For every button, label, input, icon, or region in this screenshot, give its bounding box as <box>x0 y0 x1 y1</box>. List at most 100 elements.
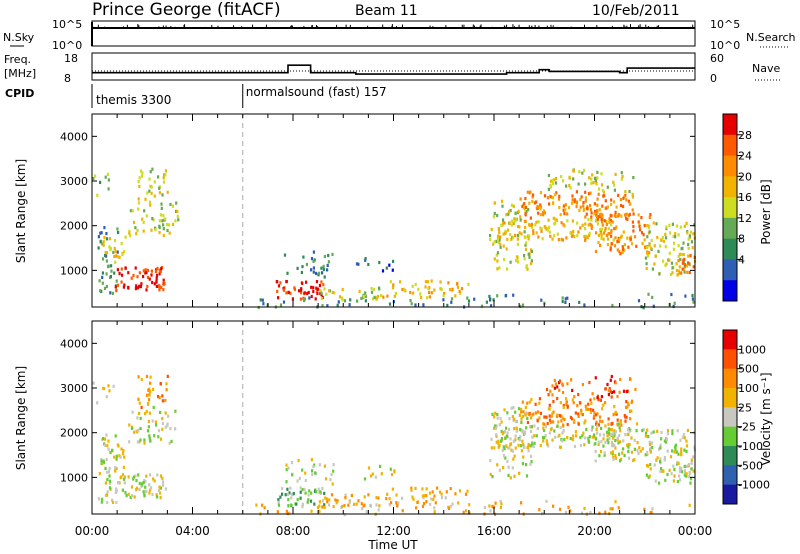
range-cell <box>152 405 155 410</box>
range-cell <box>176 214 179 219</box>
range-cell <box>534 223 537 227</box>
range-cell <box>304 491 307 495</box>
range-cell <box>139 426 142 431</box>
range-cell <box>320 266 323 270</box>
range-cell <box>607 417 610 421</box>
range-cell <box>576 234 579 238</box>
range-cell <box>668 258 671 262</box>
range-cell <box>164 217 167 221</box>
range-cell <box>490 437 493 441</box>
range-cell <box>497 241 500 245</box>
range-cell <box>157 489 160 493</box>
range-cell <box>121 273 124 277</box>
range-cell <box>529 454 533 458</box>
range-cell <box>138 271 141 275</box>
range-cell <box>175 209 178 213</box>
range-cell <box>117 230 120 235</box>
nsky-right-tick-top: 10^5 <box>710 18 740 31</box>
range-cell <box>161 219 164 223</box>
range-cell <box>671 429 674 433</box>
range-cell <box>688 475 691 479</box>
range-cell <box>116 268 119 272</box>
range-cell <box>628 456 631 460</box>
range-cell <box>530 424 533 429</box>
range-cell <box>588 435 592 439</box>
range-cell <box>409 290 412 295</box>
range-cell <box>276 280 279 284</box>
range-cell <box>553 429 556 433</box>
range-cell <box>285 509 288 513</box>
range-cell <box>505 444 508 448</box>
range-cell <box>129 209 132 213</box>
range-cell <box>391 286 395 290</box>
range-cell <box>518 225 521 229</box>
range-cell <box>157 435 160 439</box>
range-cell <box>444 496 447 500</box>
range-cell <box>629 417 632 421</box>
range-cell <box>497 439 500 443</box>
range-cell <box>166 190 169 194</box>
frequency-line <box>92 64 695 75</box>
range-cell <box>561 416 564 420</box>
colorbar-swatch <box>723 368 737 389</box>
range-cell <box>630 409 633 413</box>
range-cell <box>689 254 692 258</box>
range-cell <box>589 204 592 208</box>
range-cell <box>520 501 523 505</box>
range-cell <box>148 473 152 477</box>
range-cell <box>316 289 319 293</box>
range-cell <box>143 441 146 445</box>
range-cell <box>684 294 687 298</box>
colorbar-tick-label: 12 <box>738 212 752 225</box>
range-cell <box>615 205 618 209</box>
range-cell <box>585 212 588 216</box>
range-cell <box>168 441 171 445</box>
range-cell <box>649 447 652 451</box>
range-cell <box>504 293 508 298</box>
range-cell <box>511 449 514 453</box>
range-cell <box>410 486 413 490</box>
range-cell <box>579 205 582 209</box>
range-cell <box>422 496 425 500</box>
range-cell <box>577 392 580 397</box>
range-cell <box>151 492 154 497</box>
range-cell <box>414 282 417 287</box>
range-cell <box>331 482 334 486</box>
range-cell <box>618 238 621 242</box>
range-cell <box>430 279 433 283</box>
range-cell <box>658 481 661 485</box>
range-cell <box>132 475 135 479</box>
range-cell <box>531 435 534 439</box>
range-cell <box>637 213 640 217</box>
range-cell <box>343 299 347 303</box>
range-cell <box>138 401 141 405</box>
range-cell <box>311 469 314 473</box>
range-cell <box>610 234 613 238</box>
range-cell <box>98 472 101 476</box>
range-cell <box>548 431 552 435</box>
range-cell <box>524 219 527 223</box>
range-cell <box>293 286 296 290</box>
range-cell <box>512 236 515 240</box>
range-cell <box>681 435 684 439</box>
range-cell <box>551 384 554 388</box>
range-cell <box>159 213 162 217</box>
range-cell <box>515 429 518 433</box>
range-cell <box>357 499 360 503</box>
range-cell <box>602 194 605 198</box>
range-cell <box>664 236 668 240</box>
range-cell <box>438 490 442 494</box>
range-cell <box>606 438 609 442</box>
velocity-colorbar-label: Velocity [m s⁻¹] <box>759 372 773 465</box>
range-cell <box>626 217 629 221</box>
range-cell <box>630 242 634 246</box>
y-tick-label: 3000 <box>60 175 88 188</box>
range-cell <box>314 471 317 475</box>
range-cell <box>313 502 316 506</box>
range-cell <box>303 487 306 491</box>
range-cell <box>380 294 383 298</box>
range-cell <box>290 503 293 507</box>
range-cell <box>136 286 140 290</box>
range-cell <box>646 451 649 455</box>
range-cell <box>458 289 461 293</box>
